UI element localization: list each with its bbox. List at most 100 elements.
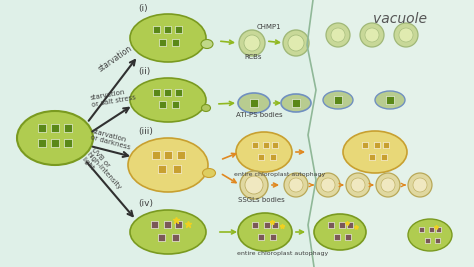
Text: (iii): (iii) xyxy=(138,127,153,136)
Bar xyxy=(310,0,474,267)
Text: starvation
or darkness: starvation or darkness xyxy=(90,128,133,151)
Bar xyxy=(334,234,340,240)
Ellipse shape xyxy=(346,173,370,197)
Ellipse shape xyxy=(408,173,432,197)
Bar xyxy=(374,142,380,148)
Text: UVB or
high-intensity
light: UVB or high-intensity light xyxy=(80,147,127,196)
Bar xyxy=(154,88,161,96)
Bar xyxy=(64,139,72,147)
Ellipse shape xyxy=(245,176,263,194)
Bar xyxy=(334,96,342,104)
Ellipse shape xyxy=(240,171,268,199)
Ellipse shape xyxy=(238,213,292,251)
Ellipse shape xyxy=(360,23,384,47)
Bar xyxy=(429,226,435,231)
Bar xyxy=(264,222,270,228)
Ellipse shape xyxy=(376,173,400,197)
Bar xyxy=(258,234,264,240)
Bar xyxy=(158,165,166,173)
Bar xyxy=(345,234,351,240)
Bar xyxy=(173,234,180,241)
Ellipse shape xyxy=(281,94,311,112)
Text: starvation
or salt stress: starvation or salt stress xyxy=(90,87,137,108)
Bar xyxy=(426,238,430,242)
Bar xyxy=(369,154,375,160)
Ellipse shape xyxy=(375,91,405,109)
Ellipse shape xyxy=(289,178,303,192)
Bar xyxy=(38,139,46,147)
Ellipse shape xyxy=(130,78,206,122)
Text: CHMP1: CHMP1 xyxy=(257,24,282,30)
Ellipse shape xyxy=(343,131,407,173)
Bar xyxy=(152,221,158,227)
Ellipse shape xyxy=(244,35,260,51)
Bar xyxy=(154,26,161,33)
Bar xyxy=(159,100,166,108)
Ellipse shape xyxy=(239,30,265,56)
Ellipse shape xyxy=(413,178,427,192)
Ellipse shape xyxy=(202,168,216,178)
Bar xyxy=(164,151,172,159)
Bar xyxy=(51,139,59,147)
Bar xyxy=(175,221,182,227)
Text: entire chloroplast autophagy: entire chloroplast autophagy xyxy=(237,251,328,256)
Bar xyxy=(252,142,258,148)
Bar xyxy=(164,88,172,96)
Bar xyxy=(250,99,258,107)
Bar xyxy=(173,165,181,173)
Bar xyxy=(272,142,278,148)
Ellipse shape xyxy=(288,35,304,51)
Bar xyxy=(383,142,389,148)
Bar xyxy=(175,88,182,96)
Bar xyxy=(437,226,441,231)
Text: ATI-PS bodies: ATI-PS bodies xyxy=(236,112,283,118)
Text: RCBs: RCBs xyxy=(244,54,262,60)
Text: SSGLs bodies: SSGLs bodies xyxy=(238,197,285,203)
Text: (ii): (ii) xyxy=(138,67,150,76)
Bar xyxy=(419,226,425,231)
Bar xyxy=(436,238,440,242)
Bar xyxy=(164,221,172,227)
Bar xyxy=(362,142,368,148)
Ellipse shape xyxy=(130,14,206,62)
Ellipse shape xyxy=(321,178,335,192)
Bar xyxy=(173,100,180,108)
Ellipse shape xyxy=(331,28,345,42)
Bar xyxy=(158,234,165,241)
Ellipse shape xyxy=(365,28,379,42)
Ellipse shape xyxy=(316,173,340,197)
Bar xyxy=(347,222,353,228)
Ellipse shape xyxy=(284,173,308,197)
Bar xyxy=(292,99,300,107)
Bar xyxy=(51,124,59,132)
Bar xyxy=(175,26,182,33)
Text: (i): (i) xyxy=(138,4,147,13)
Bar xyxy=(386,96,394,104)
Bar xyxy=(252,222,258,228)
Text: vacuole: vacuole xyxy=(373,12,427,26)
Ellipse shape xyxy=(128,138,208,192)
Ellipse shape xyxy=(381,178,395,192)
Bar xyxy=(270,234,276,240)
Text: entire chloroplast autophagy: entire chloroplast autophagy xyxy=(234,172,325,177)
Ellipse shape xyxy=(238,93,270,113)
Ellipse shape xyxy=(323,91,353,109)
Ellipse shape xyxy=(201,40,213,49)
Bar xyxy=(381,154,387,160)
Ellipse shape xyxy=(17,111,93,165)
Ellipse shape xyxy=(283,30,309,56)
Text: (iv): (iv) xyxy=(138,199,153,208)
Ellipse shape xyxy=(408,219,452,251)
Bar xyxy=(152,151,160,159)
Ellipse shape xyxy=(236,132,292,172)
Bar xyxy=(328,222,334,228)
Bar xyxy=(270,154,276,160)
Ellipse shape xyxy=(130,210,206,254)
Ellipse shape xyxy=(394,23,418,47)
Ellipse shape xyxy=(399,28,413,42)
Text: starvation: starvation xyxy=(97,44,134,74)
Bar xyxy=(263,142,269,148)
Bar xyxy=(64,124,72,132)
Ellipse shape xyxy=(314,214,366,250)
Bar xyxy=(173,38,180,45)
